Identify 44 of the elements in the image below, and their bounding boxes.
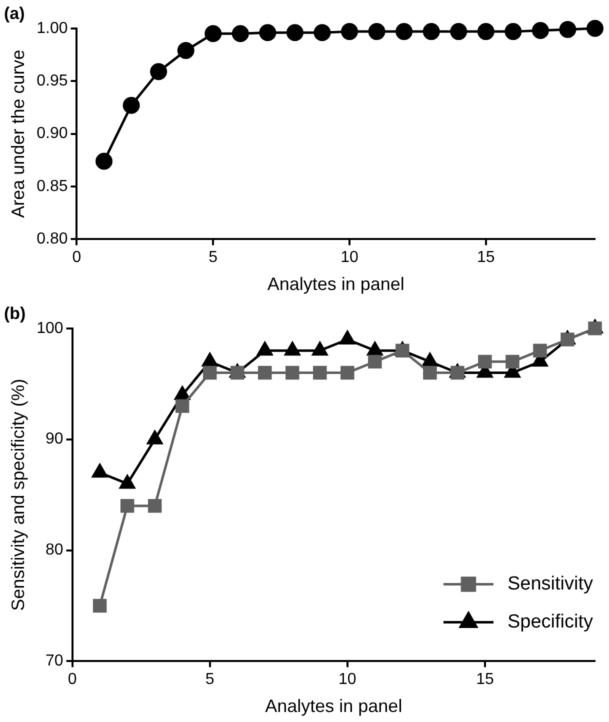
x-axis-title: Analytes in panel [265,696,402,716]
point [122,96,140,114]
x-axis-title: Analytes in panel [267,274,404,294]
y-tick-label: 100 [36,320,64,337]
point [504,23,522,40]
x-tick-label: 5 [208,249,218,266]
point [150,63,168,80]
y-tick-label: 90 [46,430,64,448]
point [177,42,194,60]
x-tick-label: 10 [338,671,356,688]
point [559,20,576,38]
x-tick-label: 15 [476,671,494,688]
x-tick-label: 10 [340,249,359,266]
point [396,23,413,40]
legend-label: Sensitivity [507,573,594,594]
y-tick-label: 0.95 [36,72,68,90]
y-tick-label: 0.85 [36,178,68,195]
point [341,23,358,40]
point [314,24,331,42]
y-tick-label: 80 [46,542,64,559]
point [259,24,276,42]
x-tick-label: 5 [205,671,214,688]
point [450,23,468,40]
y-tick-label: 0.90 [36,125,68,142]
y-tick-label: 0.80 [36,230,68,248]
point [586,20,604,37]
point [204,25,222,42]
y-tick-label: 1.00 [36,20,68,37]
point [232,25,249,42]
chart-title: (a) [4,4,25,23]
point [532,22,549,40]
point [96,152,113,170]
y-axis-title: Area under the curve [8,50,28,218]
point [422,23,440,40]
point [368,23,386,40]
chart-title: (b) [4,304,26,323]
y-axis-title: Sensitivity and specificity (%) [8,378,28,611]
point [286,24,304,42]
legend-label: Specificity [507,611,594,632]
x-tick-label: 15 [476,249,495,266]
y-tick-label: 70 [46,652,64,670]
x-tick-label: 0 [72,249,82,266]
x-tick-label: 0 [68,671,77,688]
point [477,23,494,40]
